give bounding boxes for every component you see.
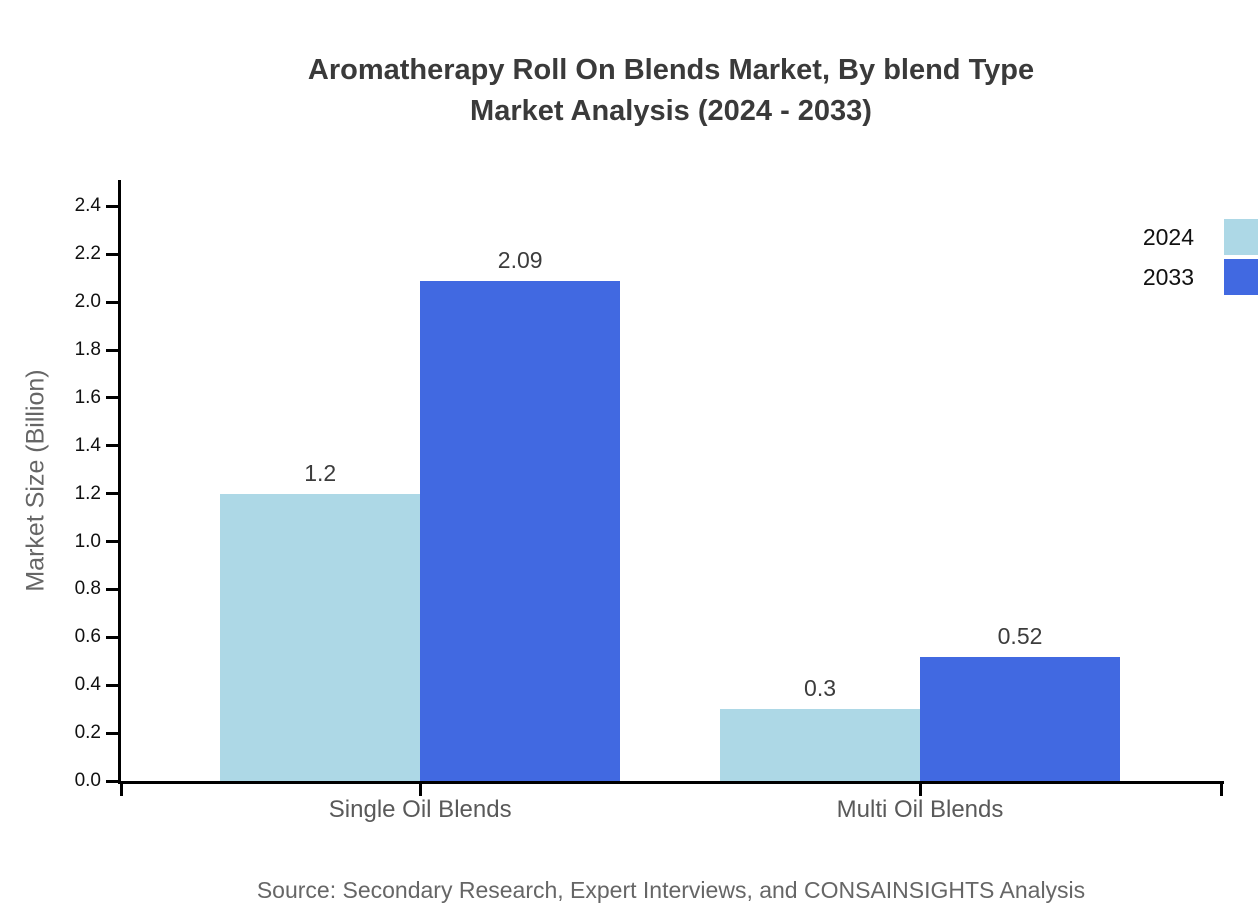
bar-2024-category-0	[220, 493, 421, 781]
legend-swatch-2033	[1224, 259, 1258, 295]
source-attribution: Source: Secondary Research, Expert Inter…	[256, 877, 1086, 903]
bar-2033-category-0	[420, 280, 621, 781]
y-tick-label: 1.8	[74, 339, 101, 360]
y-tick-mark	[106, 779, 118, 783]
bar-value-label: 2.09	[497, 246, 543, 273]
x-tick-mark	[418, 784, 422, 796]
y-tick-mark	[106, 252, 118, 256]
y-tick-label: 1.2	[74, 482, 101, 504]
y-tick-mark	[106, 204, 118, 208]
y-tick-label: 1.4	[74, 434, 101, 456]
y-tick-label: 0.6	[74, 626, 101, 648]
y-tick-mark	[106, 540, 118, 544]
y-tick-label: 1.6	[74, 386, 101, 408]
y-tick-label: 0.8	[74, 578, 101, 600]
x-tick-mark	[1219, 784, 1223, 796]
legend-swatch-2024	[1224, 219, 1258, 255]
x-category-label: Single Oil Blends	[328, 796, 512, 823]
legend-label-2033: 2033	[1142, 263, 1194, 290]
y-tick-mark	[106, 300, 118, 304]
plot-area: 0.0 0.2 0.4 0.6 0.8 1.0 1.2 1.4 1.6 1.8 2.0 2.2 2.4 S…	[75, 180, 1224, 823]
x-tick-mark	[119, 784, 123, 796]
legend: 2024 2033	[1104, 219, 1258, 299]
bar-value-label: 1.2	[304, 459, 337, 486]
y-tick-mark	[106, 635, 118, 639]
chart-title: Aromatherapy Roll On Blends Market, By b…	[121, 50, 1221, 132]
chart-title-line-1: Aromatherapy Roll On Blends Market, By b…	[307, 54, 1035, 86]
legend-item-2024: 2024	[1104, 219, 1258, 255]
legend-label-2024: 2024	[1142, 223, 1194, 250]
y-tick-mark	[106, 587, 118, 591]
legend-item-2033: 2033	[1104, 259, 1258, 295]
y-axis-spine	[118, 180, 121, 781]
y-tick-label: 0.4	[74, 674, 101, 696]
y-tick-label: 0.0	[74, 770, 101, 791]
y-tick-label: 2.2	[74, 243, 101, 265]
bar-2033-category-1	[920, 656, 1121, 781]
x-axis-spine	[118, 781, 1224, 784]
y-tick-mark	[106, 683, 118, 687]
y-tick-mark	[106, 396, 118, 400]
bar-value-label: 0.3	[804, 675, 837, 702]
y-tick-label: 1.0	[74, 530, 101, 552]
x-category-label: Multi Oil Blends	[836, 796, 1004, 823]
y-tick-mark	[106, 444, 118, 448]
y-tick-label: 2.4	[74, 195, 101, 217]
chart-title-line-2: Market Analysis (2024 - 2033)	[470, 95, 872, 127]
y-tick-label: 2.0	[74, 291, 101, 313]
y-tick-label: 0.2	[74, 722, 101, 744]
y-tick-mark	[106, 492, 118, 496]
y-tick-mark	[106, 348, 118, 352]
x-tick-mark	[918, 784, 922, 796]
bar-value-label: 0.52	[997, 622, 1043, 649]
y-tick-mark	[106, 731, 118, 735]
bar-2024-category-1	[720, 709, 921, 781]
